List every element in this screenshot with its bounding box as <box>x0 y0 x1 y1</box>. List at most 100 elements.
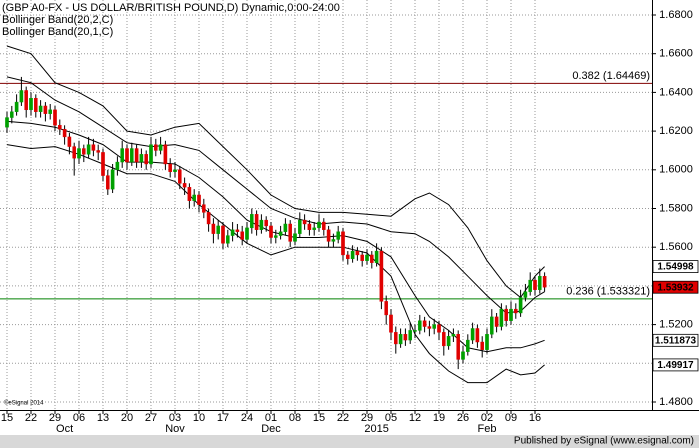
chart-title: (GBP A0-FX - US DOLLAR/BRITISH POUND,D) … <box>2 2 340 14</box>
x-tick-label: 15 <box>313 412 325 424</box>
candle-body <box>542 276 547 288</box>
candle-body <box>72 146 76 159</box>
x-tick-label: 06 <box>73 412 85 424</box>
candle-body <box>5 117 9 128</box>
candle-body <box>144 154 149 165</box>
x-tick-label: 12 <box>409 412 421 424</box>
x-tick-label: 17 <box>217 412 229 424</box>
candle-body <box>432 324 437 329</box>
candle-body <box>312 227 317 230</box>
candle-body <box>278 231 283 236</box>
candle-body <box>192 194 197 201</box>
candle-body <box>374 250 379 263</box>
candle-body <box>197 194 201 205</box>
candle-body <box>29 98 33 111</box>
indicator-label: Bollinger Band(20,1,C) <box>2 26 113 38</box>
price-tag <box>652 260 699 273</box>
candle-body <box>307 223 312 230</box>
candle-body <box>456 334 461 360</box>
footer: Published by eSignal (www.esignal.com) <box>514 436 694 447</box>
candle-body <box>413 330 417 332</box>
y-tick-label: 1.5600 <box>659 241 693 253</box>
candle-body <box>62 128 67 138</box>
candle-body <box>9 111 14 118</box>
candle-body <box>115 161 120 170</box>
indicator-label: Bollinger Band(20,2,C) <box>2 14 113 26</box>
candle-body <box>43 105 48 114</box>
candle-body <box>298 219 302 234</box>
x-tick-label: 20 <box>121 412 133 424</box>
candle-body <box>451 334 456 337</box>
price-tag <box>652 333 699 347</box>
candle-body <box>322 221 326 230</box>
y-tick-label: 1.6200 <box>659 125 693 137</box>
candle-body <box>379 250 384 302</box>
x-tick-label: 19 <box>433 412 445 424</box>
x-tick-label: 03 <box>169 412 181 424</box>
month-label: Feb <box>478 423 497 435</box>
x-tick-label: 05 <box>385 412 397 424</box>
level-label: 0.236 (1.533321) <box>566 286 650 298</box>
candle-body <box>264 219 269 227</box>
candle-body <box>350 250 355 260</box>
x-tick-label: 13 <box>97 412 109 424</box>
candle-body <box>206 212 211 225</box>
candle-body <box>326 229 331 242</box>
x-tick-label: 10 <box>193 412 205 424</box>
candle-body <box>153 144 158 151</box>
candle-body <box>67 136 72 147</box>
candle-body <box>110 169 115 190</box>
candle-body <box>494 316 499 327</box>
candle-body <box>475 328 480 343</box>
x-tick-label: 24 <box>241 412 253 424</box>
candle-body <box>293 233 297 242</box>
bollinger-band <box>6 144 545 384</box>
candle-body <box>245 227 249 240</box>
y-tick-label: 1.4800 <box>659 396 693 408</box>
level-label: 0.382 (1.64469) <box>572 70 650 82</box>
candle-body <box>163 144 168 165</box>
x-tick-label: 02 <box>481 412 493 424</box>
x-tick-label: 01 <box>265 412 277 424</box>
month-label: Dec <box>261 423 281 435</box>
candle-body <box>24 90 29 111</box>
candle-body <box>384 301 389 316</box>
x-tick-label: 26 <box>457 412 469 424</box>
footer-bar <box>0 435 699 448</box>
candle-body <box>240 231 245 240</box>
x-tick-label: 22 <box>337 412 349 424</box>
candle-body <box>533 279 537 290</box>
x-tick-label: 22 <box>25 412 37 424</box>
candle-body <box>389 314 393 333</box>
month-label: Oct <box>56 423 73 435</box>
candle-body <box>81 148 86 155</box>
candle-body <box>221 225 225 244</box>
candle-body <box>168 163 173 172</box>
price-tag-label: 1.53932 <box>657 282 694 293</box>
candle-body <box>158 144 163 151</box>
candle-body <box>120 148 124 163</box>
candle-body <box>274 235 278 238</box>
candle-body <box>470 328 475 341</box>
candle-body <box>437 324 441 333</box>
candle-body <box>77 148 81 159</box>
candle-body <box>418 320 422 331</box>
candle-body <box>58 125 62 130</box>
candle-body <box>365 254 369 261</box>
x-tick-label: 27 <box>145 412 157 424</box>
y-tick-label: 1.5200 <box>659 319 693 331</box>
candle-body <box>331 239 336 242</box>
candle-body <box>504 308 509 321</box>
candle-body <box>187 187 192 201</box>
candle-body <box>14 101 19 112</box>
candle-body <box>269 225 273 238</box>
candle-body <box>523 291 528 298</box>
candle-body <box>336 231 341 240</box>
bollinger-band <box>6 45 545 299</box>
candle-body <box>283 223 288 232</box>
y-tick-label: 1.6800 <box>659 9 693 21</box>
candle-body <box>442 332 446 347</box>
candle-body <box>105 175 110 190</box>
bollinger-band <box>6 120 545 353</box>
